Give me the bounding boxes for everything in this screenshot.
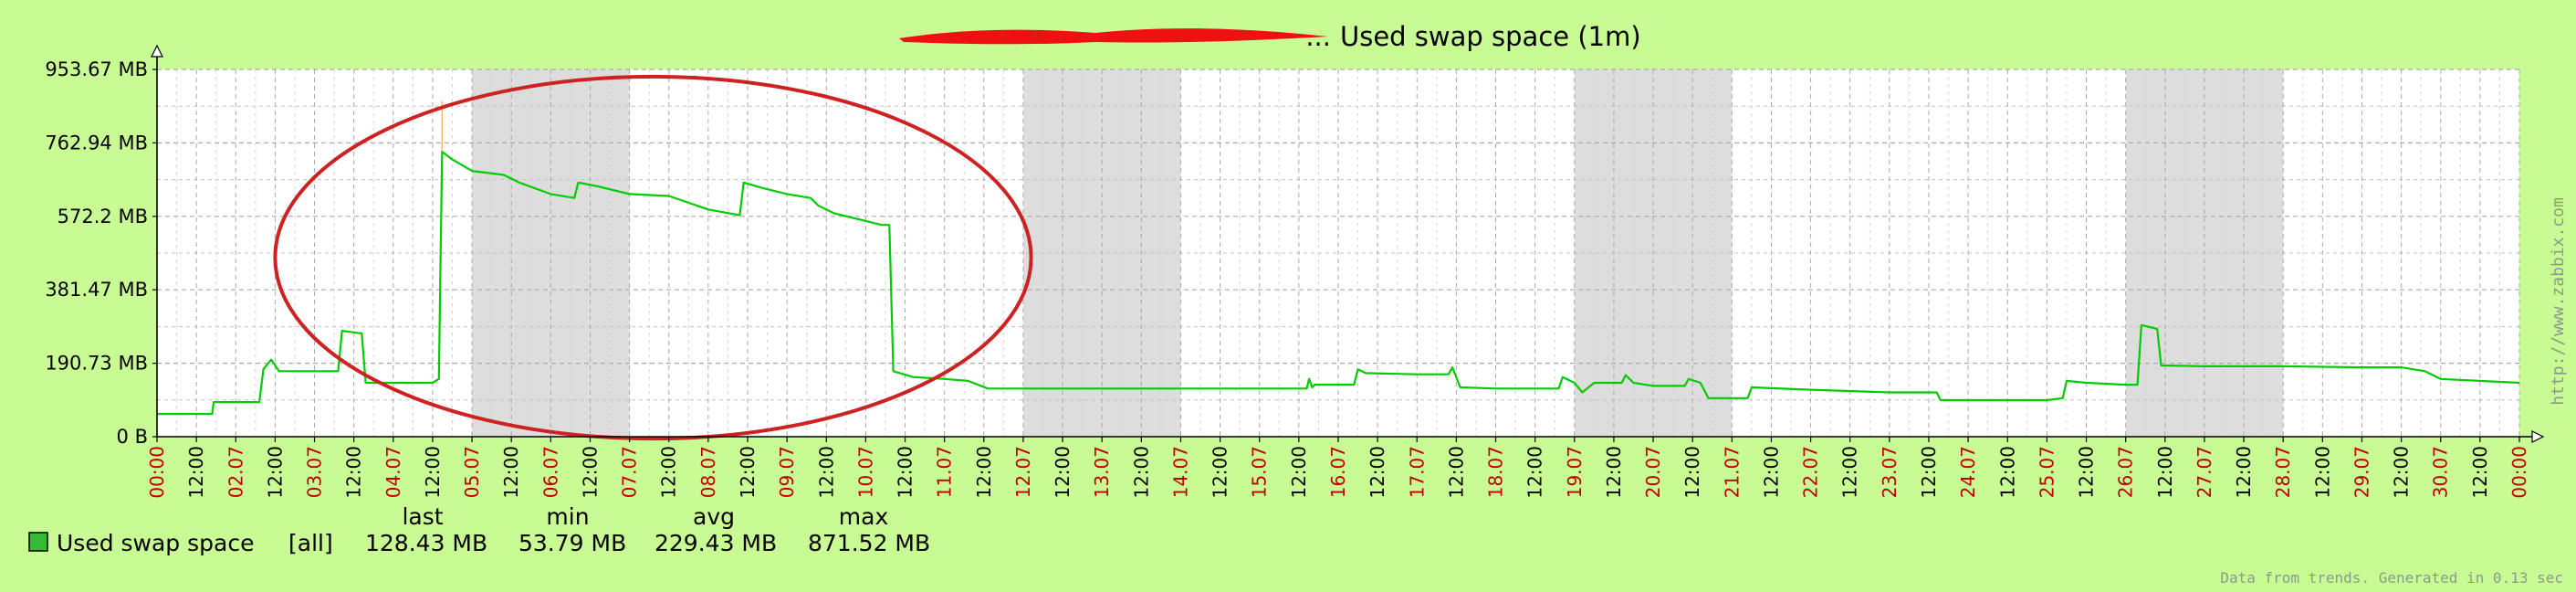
x-tick-label: 29.07 [2351,446,2372,498]
x-tick-label: 12:00 [2233,446,2255,499]
x-tick-label: 03.07 [304,446,326,498]
x-tick-label: 12:00 [737,446,759,499]
legend-header-max: max [839,503,888,530]
x-axis-arrow [2531,430,2545,443]
x-tick-label: 09.07 [776,446,798,498]
x-tick-label: 24.07 [1957,446,1979,498]
x-tick-label: 12:00 [185,446,207,499]
legend-header-min: min [546,503,589,530]
x-tick-label: 12:00 [500,446,522,499]
x-tick-label: 12:00 [1996,446,2018,499]
x-tick-label: 12:00 [2469,446,2491,499]
highlight-ellipse [273,74,1033,441]
x-tick-label: 15.07 [1249,446,1271,498]
x-tick-label: 12:00 [422,446,444,499]
x-tick-label: 08.07 [697,446,719,498]
x-tick-label: 26.07 [2115,446,2137,498]
annotation-layer [273,74,1033,441]
footer-note: Data from trends. Generated in 0.13 sec [2220,569,2563,587]
x-tick-label: 12:00 [2311,446,2333,499]
x-tick-label: 12:00 [1681,446,1703,499]
y-tick-label: 572.2 MB [58,206,148,227]
x-tick-label: 12:00 [579,446,601,499]
y-tick-label: 381.47 MB [45,279,148,301]
legend-max-value: 871.52 MB [808,530,930,556]
x-tick-label: 17.07 [1406,446,1428,498]
axes [151,44,2545,443]
x-tick-label: 12:00 [1130,446,1152,499]
x-tick-label: 05.07 [461,446,483,498]
x-tick-label: 12:00 [2391,446,2413,499]
x-tick-label: 12:00 [895,446,916,499]
x-tick-label: 02.07 [225,446,246,498]
x-tick-label: 00:00 [146,446,168,499]
legend-last-value: 128.43 MB [365,530,487,556]
x-tick-label: 20.07 [1642,446,1664,498]
x-tick-label: 12:00 [1052,446,1073,499]
x-tick-label: 28.07 [2272,446,2294,498]
legend-swatch [28,532,48,552]
chart-title: Used swap space (1m) [1340,21,1641,52]
x-tick-label: 12:00 [1603,446,1625,499]
x-tick-label: 12.07 [1012,446,1034,498]
y-axis-arrow [151,44,163,58]
x-tick-label: 13.07 [1091,446,1113,498]
x-tick-label: 12:00 [1524,446,1546,499]
title-redaction-mark [899,28,1328,45]
x-tick-label: 11.07 [934,446,956,498]
y-tick-labels: 0 B 190.73 MB 381.47 MB 572.2 MB 762.94 MB 95… [45,58,157,448]
zabbix-watermark: http://www.zabbix.com [2549,197,2568,406]
x-tick-label: 23.07 [1879,446,1901,498]
legend: last min avg max Used swap space [all] 1… [28,503,930,556]
x-tick-label: 19.07 [1564,446,1586,498]
legend-header-avg: avg [693,503,735,530]
legend-avg-value: 229.43 MB [654,530,777,556]
series-layer [157,100,2520,416]
x-tick-label: 04.07 [382,446,404,498]
x-tick-label: 12:00 [1918,446,1940,499]
x-tick-label: 27.07 [2194,446,2215,498]
x-tick-label: 00:00 [2508,446,2530,499]
chart-title-group: ... Used swap space (1m) [899,21,1641,52]
x-tick-label: 10.07 [854,446,876,498]
legend-series-scope: [all] [288,530,333,556]
x-tick-label: 12:00 [343,446,365,499]
x-tick-label: 12:00 [2154,446,2176,499]
x-tick-label: 12:00 [1209,446,1231,499]
x-tick-label: 12:00 [1367,446,1388,499]
x-tick-label: 12:00 [1288,446,1310,499]
y-tick-label: 762.94 MB [45,132,148,153]
x-tick-label: 12:00 [815,446,837,499]
legend-header-last: last [402,503,443,530]
x-tick-label: 07.07 [619,446,641,498]
x-tick-label: 18.07 [1485,446,1507,498]
x-tick-label: 14.07 [1169,446,1191,498]
x-tick-label: 12:00 [658,446,680,499]
y-tick-label: 190.73 MB [45,353,148,375]
legend-series-name: Used swap space [57,530,254,556]
x-tick-label: 12:00 [1760,446,1782,499]
legend-min-value: 53.79 MB [518,530,626,556]
x-tick-label: 30.07 [2430,446,2452,498]
series-line-1 [157,151,2520,416]
y-tick-label: 0 B [117,426,148,448]
x-tick-labels: 00:00 12:00 02.07 12:00 03.07 12:00 04.07 12:00… [146,437,2530,499]
x-tick-label: 22.07 [1800,446,1822,498]
x-tick-label: 06.07 [539,446,561,498]
y-tick-label: 953.67 MB [45,58,148,80]
x-tick-label: 16.07 [1327,446,1349,498]
x-tick-label: 21.07 [1721,446,1743,498]
x-tick-label: 12:00 [1839,446,1861,499]
grid-lines [157,69,2520,437]
x-tick-label: 25.07 [2036,446,2058,498]
x-tick-label: 12:00 [1445,446,1467,499]
x-tick-label: 12:00 [264,446,286,499]
x-tick-label: 12:00 [973,446,995,499]
x-tick-label: 12:00 [2076,446,2098,499]
